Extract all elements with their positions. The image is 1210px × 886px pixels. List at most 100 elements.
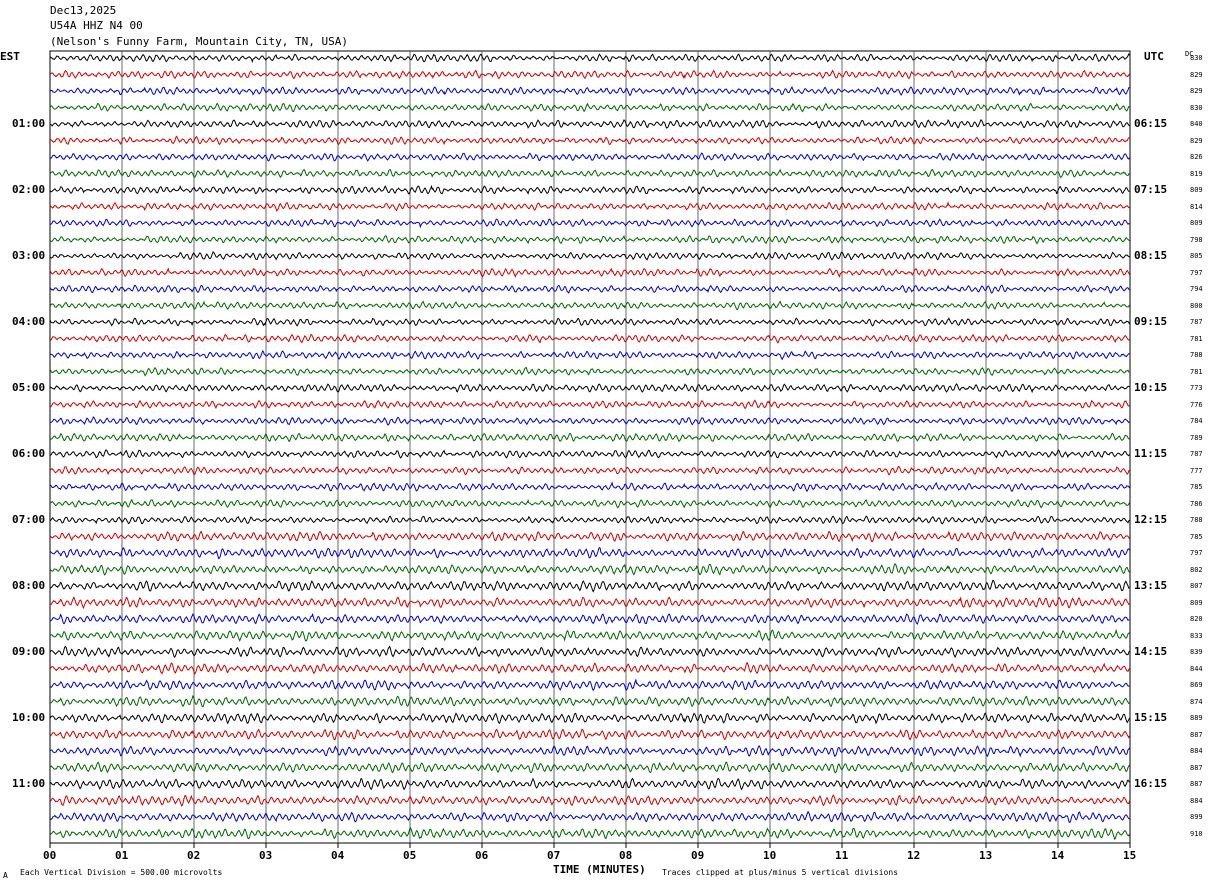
seismic-trace-row	[49, 645, 1130, 659]
right-hour-label: 06:15	[1134, 117, 1168, 130]
x-tick-label: 05	[403, 849, 417, 862]
dc-offset-value: 887	[1190, 780, 1203, 788]
seismic-trace-row	[49, 515, 1130, 525]
seismic-trace-row	[49, 284, 1130, 294]
clip-note: Traces clipped at plus/minus 5 vertical …	[662, 868, 899, 877]
seismic-trace-row	[49, 416, 1130, 426]
dc-offset-value: 869	[1190, 681, 1203, 689]
seismic-trace-row	[49, 579, 1130, 593]
dc-offset-value: 797	[1190, 549, 1203, 557]
seismic-trace-row	[49, 745, 1130, 758]
dc-offset-value: 844	[1190, 664, 1203, 673]
seismic-trace-row	[49, 777, 1130, 791]
seismic-trace-row	[49, 168, 1130, 179]
seismic-trace-row	[49, 184, 1130, 195]
seismic-trace-row	[49, 695, 1130, 708]
record-date: Dec13,2025	[50, 4, 117, 17]
x-tick-label: 03	[259, 849, 273, 862]
seismic-trace-row	[49, 826, 1130, 841]
dc-offset-value: 797	[1190, 268, 1203, 277]
dc-offset-value: 829	[1190, 70, 1203, 79]
dc-offset-value: 787	[1190, 318, 1203, 326]
left-hour-label: 04:00	[12, 315, 46, 328]
right-hour-label: 08:15	[1134, 249, 1168, 262]
dc-offset-value: 887	[1190, 730, 1203, 739]
dc-offset-value: 839	[1190, 648, 1203, 656]
left-hour-label: 10:00	[12, 711, 46, 724]
seismic-trace-row	[49, 530, 1130, 543]
dc-header: DC	[1185, 50, 1194, 58]
seismic-trace-row	[49, 399, 1130, 410]
right-hour-label: 16:15	[1134, 777, 1168, 790]
seismic-trace-row	[49, 350, 1130, 361]
dc-offset-value: 899	[1190, 813, 1203, 821]
x-tick-label: 09	[691, 849, 705, 862]
seismic-trace-row	[49, 234, 1130, 245]
dc-offset-value: 809	[1190, 219, 1203, 227]
left-hour-label: 03:00	[12, 249, 46, 262]
dc-offset-value: 777	[1190, 466, 1203, 475]
dc-offset-value: 910	[1190, 829, 1203, 838]
seismic-trace-row	[49, 596, 1130, 609]
seismic-trace-row	[49, 85, 1130, 96]
dc-offset-value: 786	[1190, 499, 1203, 508]
dc-offset-value: 776	[1190, 400, 1203, 409]
seismic-trace-row	[49, 794, 1130, 807]
seismic-trace-row	[49, 200, 1130, 212]
dc-offset-value: 814	[1190, 202, 1203, 211]
right-hour-label: 12:15	[1134, 513, 1168, 526]
left-hour-label: 05:00	[12, 381, 46, 394]
dc-offset-value: 781	[1190, 334, 1203, 343]
x-tick-label: 08	[619, 849, 633, 862]
dc-offset-value: 809	[1190, 186, 1203, 194]
seismic-trace-row	[49, 267, 1130, 278]
dc-offset-value: 830	[1190, 103, 1203, 112]
dc-offset-value: 787	[1190, 450, 1203, 458]
seismic-trace-row	[49, 728, 1130, 741]
right-hour-label: 11:15	[1134, 447, 1168, 460]
left-hour-label: 06:00	[12, 447, 46, 460]
dc-offset-value: 798	[1190, 235, 1203, 244]
seismic-trace-row	[49, 366, 1130, 377]
dc-offset-value: 830	[1190, 54, 1203, 62]
dc-offset-value: 788	[1190, 516, 1203, 524]
dc-offset-value: 884	[1190, 747, 1203, 755]
x-tick-label: 10	[763, 849, 777, 862]
seismic-trace-row	[49, 251, 1130, 261]
x-tick-label: 06	[475, 849, 489, 862]
seismic-trace-row	[49, 119, 1130, 129]
dc-offset-value: 784	[1190, 417, 1203, 425]
x-axis-title: TIME (MINUTES)	[553, 863, 646, 876]
plot-frame	[49, 50, 1131, 844]
seismic-trace-row	[49, 546, 1130, 560]
x-tick-label: 15	[1123, 849, 1137, 862]
seismic-trace-row	[49, 628, 1130, 643]
dc-offset-value: 789	[1190, 433, 1203, 442]
seismic-trace-row	[49, 712, 1130, 725]
seismic-trace-row	[49, 432, 1130, 443]
right-hour-label: 15:15	[1134, 711, 1168, 724]
x-tick-label: 07	[547, 849, 561, 862]
left-hour-label: 11:00	[12, 777, 46, 790]
x-tick-label: 11	[835, 849, 849, 862]
x-tick-label: 13	[979, 849, 993, 862]
left-hour-label: 09:00	[12, 645, 46, 658]
left-hour-label: 07:00	[12, 513, 46, 526]
dc-offset-value: 773	[1190, 384, 1203, 392]
dc-offset-value: 809	[1190, 598, 1203, 607]
seismic-trace-row	[49, 69, 1130, 80]
dc-offset-value: 781	[1190, 367, 1203, 376]
seismic-trace-row	[49, 300, 1130, 311]
right-timezone-label: UTC	[1144, 50, 1164, 63]
dc-offset-value: 819	[1190, 169, 1203, 178]
seismic-trace-row	[49, 333, 1130, 344]
dc-offset-value: 884	[1190, 796, 1203, 805]
dc-offset-value: 874	[1190, 697, 1203, 706]
dc-offset-value: 807	[1190, 582, 1203, 590]
seismic-trace-row	[49, 761, 1130, 774]
seismic-trace-row	[49, 612, 1130, 625]
dc-offset-value: 820	[1190, 615, 1203, 623]
left-timezone-label: EST	[0, 50, 20, 63]
dc-offset-value: 788	[1190, 351, 1203, 359]
